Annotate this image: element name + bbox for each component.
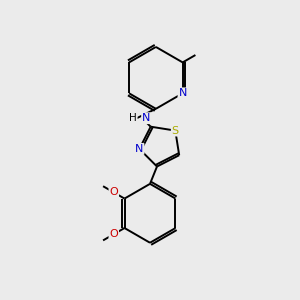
Text: S: S [172, 126, 179, 136]
Text: N: N [178, 88, 187, 98]
Text: H: H [129, 113, 137, 123]
Text: N: N [135, 144, 144, 154]
Text: O: O [110, 229, 118, 239]
Text: N: N [142, 113, 150, 123]
Text: O: O [110, 188, 118, 197]
